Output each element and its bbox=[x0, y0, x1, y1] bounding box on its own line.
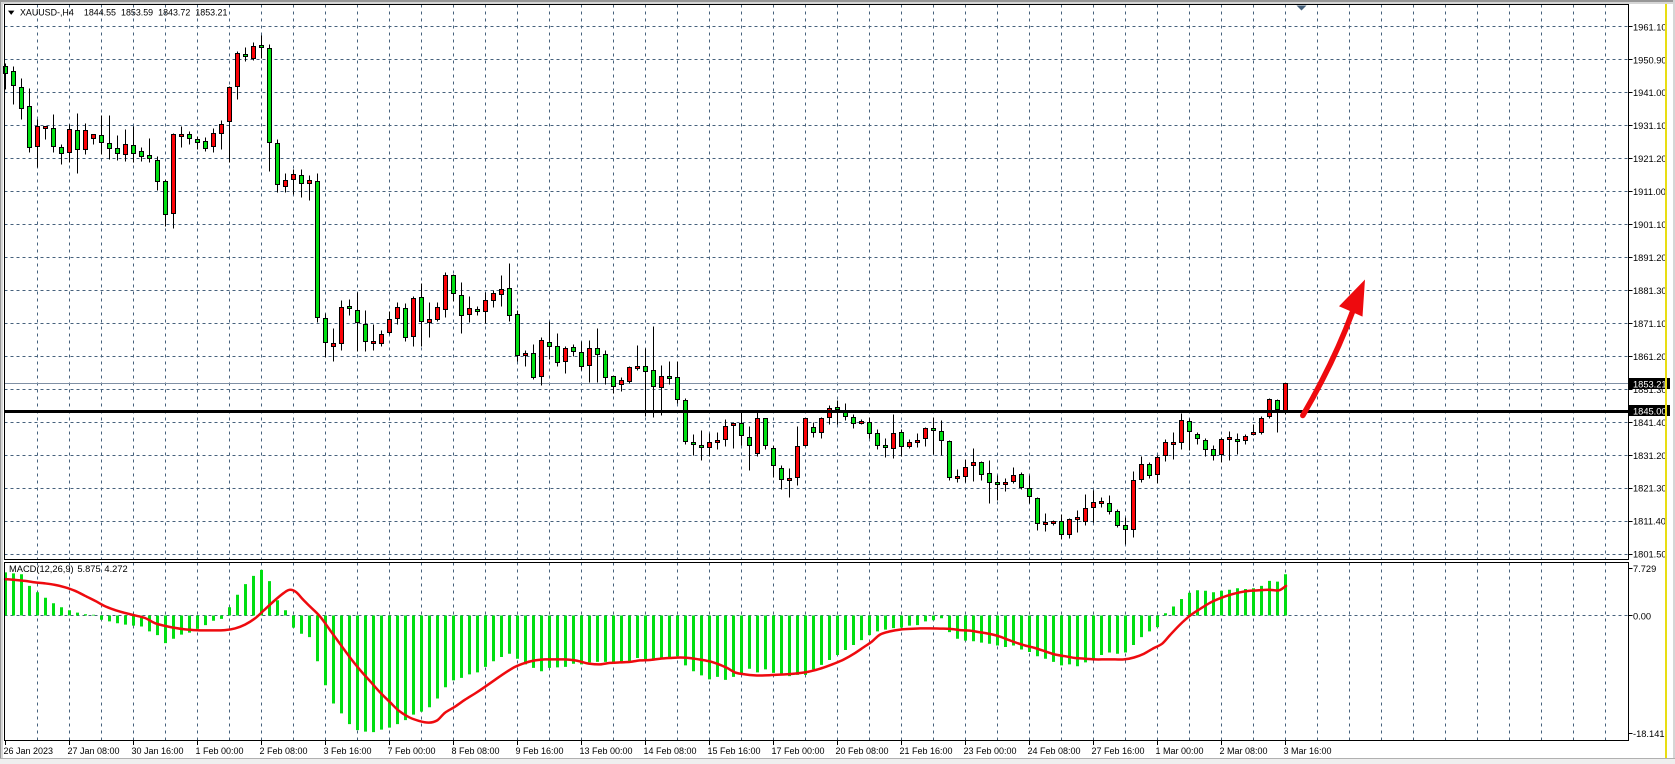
svg-text:1861.20: 1861.20 bbox=[1633, 352, 1667, 362]
svg-text:1845.00: 1845.00 bbox=[1633, 406, 1667, 416]
svg-text:1801.50: 1801.50 bbox=[1633, 550, 1667, 560]
svg-text:-18.141: -18.141 bbox=[1633, 729, 1665, 739]
svg-text:15 Feb 16:00: 15 Feb 16:00 bbox=[708, 746, 761, 756]
svg-text:13 Feb 00:00: 13 Feb 00:00 bbox=[580, 746, 633, 756]
svg-text:1881.30: 1881.30 bbox=[1633, 286, 1667, 296]
svg-text:1851.30: 1851.30 bbox=[1633, 385, 1667, 395]
svg-text:1853.21: 1853.21 bbox=[1633, 379, 1667, 389]
svg-text:26 Jan 2023: 26 Jan 2023 bbox=[4, 746, 54, 756]
svg-text:1950.90: 1950.90 bbox=[1633, 55, 1667, 65]
svg-text:MACD(12,26,9) 5.875 4.272: MACD(12,26,9) 5.875 4.272 bbox=[9, 564, 128, 574]
svg-text:0.00: 0.00 bbox=[1633, 611, 1651, 621]
svg-text:1891.20: 1891.20 bbox=[1633, 253, 1667, 263]
svg-text:1941.00: 1941.00 bbox=[1633, 88, 1667, 98]
svg-text:1841.40: 1841.40 bbox=[1633, 418, 1667, 428]
svg-text:9 Feb 16:00: 9 Feb 16:00 bbox=[516, 746, 564, 756]
svg-text:27 Feb 16:00: 27 Feb 16:00 bbox=[1092, 746, 1145, 756]
svg-text:1961.10: 1961.10 bbox=[1633, 22, 1667, 32]
svg-text:1 Feb 00:00: 1 Feb 00:00 bbox=[196, 746, 244, 756]
svg-text:1811.40: 1811.40 bbox=[1633, 517, 1666, 527]
svg-text:8 Feb 08:00: 8 Feb 08:00 bbox=[452, 746, 500, 756]
svg-text:27 Jan 08:00: 27 Jan 08:00 bbox=[68, 746, 120, 756]
svg-text:XAUUSD-,H4 1844.55 1853.59 18: XAUUSD-,H4 1844.55 1853.59 1843.72 1853.… bbox=[20, 8, 227, 18]
svg-text:17 Feb 00:00: 17 Feb 00:00 bbox=[772, 746, 825, 756]
svg-text:7 Feb 00:00: 7 Feb 00:00 bbox=[388, 746, 436, 756]
svg-text:7.729: 7.729 bbox=[1633, 564, 1656, 574]
svg-text:1 Mar 00:00: 1 Mar 00:00 bbox=[1156, 746, 1204, 756]
svg-text:1831.20: 1831.20 bbox=[1633, 451, 1667, 461]
svg-text:14 Feb 08:00: 14 Feb 08:00 bbox=[644, 746, 697, 756]
svg-text:3 Feb 16:00: 3 Feb 16:00 bbox=[324, 746, 372, 756]
svg-text:21 Feb 16:00: 21 Feb 16:00 bbox=[900, 746, 953, 756]
svg-text:2 Mar 08:00: 2 Mar 08:00 bbox=[1220, 746, 1268, 756]
svg-text:1871.10: 1871.10 bbox=[1633, 319, 1667, 329]
svg-text:2 Feb 08:00: 2 Feb 08:00 bbox=[260, 746, 308, 756]
svg-text:23 Feb 00:00: 23 Feb 00:00 bbox=[964, 746, 1017, 756]
svg-text:30 Jan 16:00: 30 Jan 16:00 bbox=[132, 746, 184, 756]
svg-text:24 Feb 08:00: 24 Feb 08:00 bbox=[1028, 746, 1081, 756]
svg-text:20 Feb 08:00: 20 Feb 08:00 bbox=[836, 746, 889, 756]
svg-text:1921.20: 1921.20 bbox=[1633, 154, 1667, 164]
svg-text:3 Mar 16:00: 3 Mar 16:00 bbox=[1284, 746, 1332, 756]
svg-text:1901.10: 1901.10 bbox=[1633, 220, 1667, 230]
svg-text:1821.30: 1821.30 bbox=[1633, 484, 1667, 494]
svg-text:1911.00: 1911.00 bbox=[1633, 187, 1666, 197]
svg-text:1931.10: 1931.10 bbox=[1633, 121, 1667, 131]
